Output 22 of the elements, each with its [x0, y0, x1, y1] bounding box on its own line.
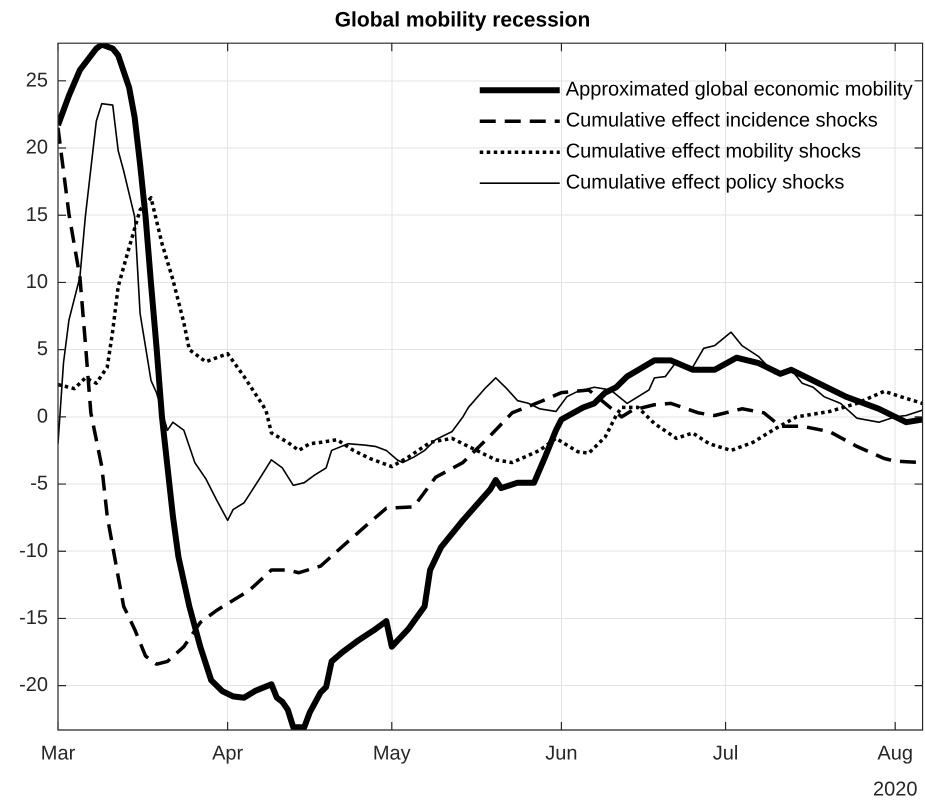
x-tick-label: Mar [40, 742, 76, 765]
x-tick-label: Jul [712, 742, 738, 765]
x-tick-label: May [372, 742, 411, 765]
y-tick-label: 10 [26, 270, 48, 293]
y-tick-label: 0 [36, 405, 48, 428]
y-tick-label: -15 [19, 606, 48, 629]
y-tick-label: -20 [19, 674, 48, 696]
legend-label: Approximated global economic mobility [566, 78, 913, 101]
y-tick-label: 20 [26, 136, 48, 159]
y-tick-label: -10 [19, 540, 48, 562]
text: 2020 [872, 778, 918, 801]
x-tick-label: Aug [877, 742, 914, 765]
y-tick-label: 15 [26, 204, 48, 226]
legend-label: Cumulative effect incidence shocks [566, 110, 878, 132]
legend-label: Cumulative effect mobility shocks [566, 140, 862, 163]
legend-label: Cumulative effect policy shocks [566, 172, 844, 194]
y-tick-label: 5 [36, 338, 48, 360]
chart-title: Global mobility recession [334, 8, 590, 32]
y-tick-label: -5 [30, 472, 48, 495]
y-tick-label: 25 [26, 69, 48, 92]
x-tick-label: Apr [212, 742, 244, 765]
x-tick-label: Jun [545, 742, 578, 765]
